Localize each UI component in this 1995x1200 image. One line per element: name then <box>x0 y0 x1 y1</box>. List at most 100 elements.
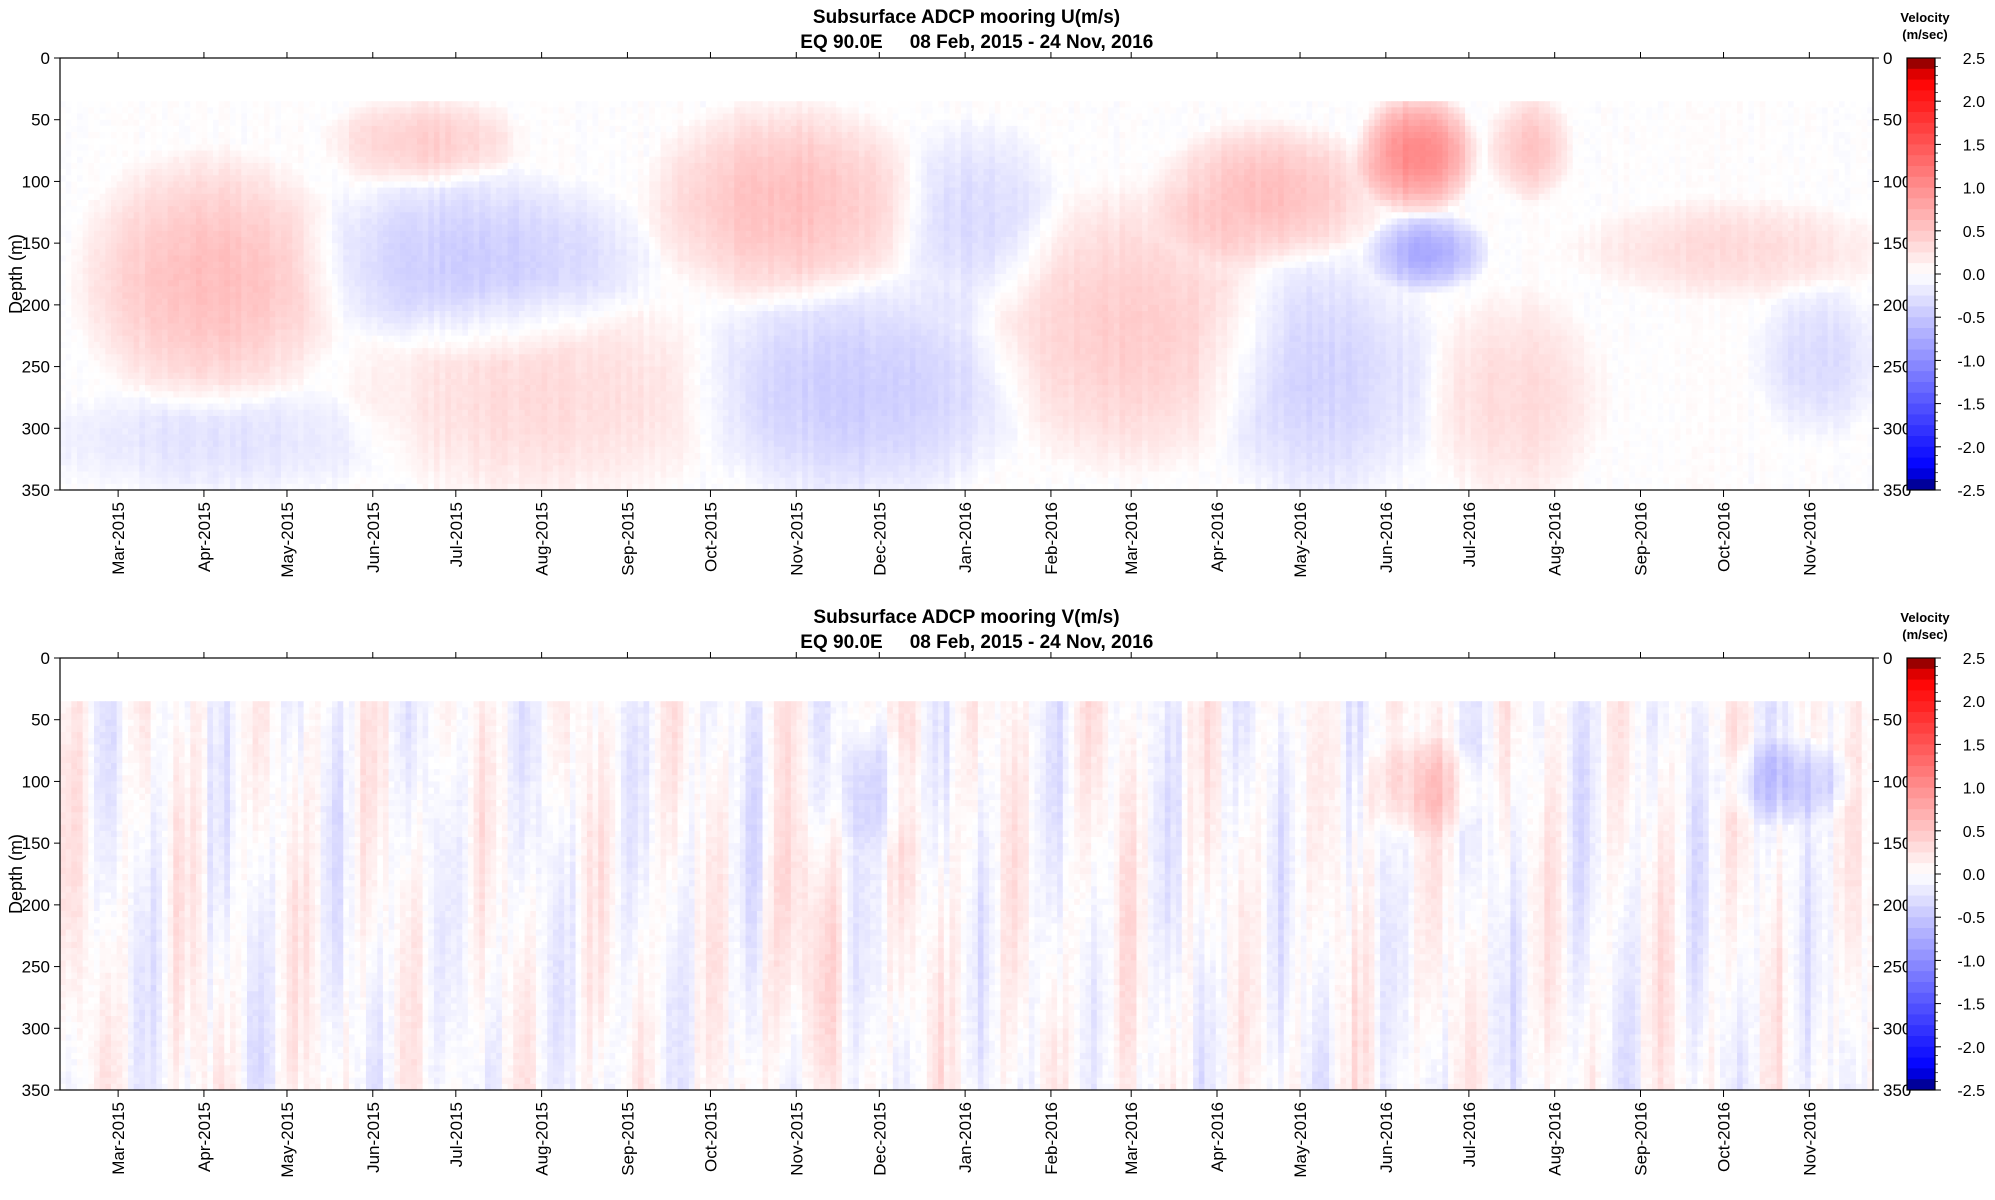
heatmap-cell <box>111 342 117 349</box>
heatmap-cell <box>122 169 128 176</box>
heatmap-cell <box>66 336 72 343</box>
heatmap-cell <box>100 225 106 232</box>
heatmap-cell <box>128 132 134 139</box>
heatmap-cell <box>105 181 111 188</box>
heatmap-cell <box>111 206 117 213</box>
heatmap-cell <box>77 114 83 121</box>
heatmap-cell <box>71 397 77 404</box>
heatmap-cell <box>111 132 117 139</box>
heatmap-cell <box>105 434 111 441</box>
heatmap-cell <box>117 404 123 411</box>
heatmap-cell <box>83 397 89 404</box>
heatmap-cell <box>94 336 100 343</box>
heatmap-cell <box>77 305 83 312</box>
heatmap-cell <box>60 330 66 337</box>
heatmap-cell <box>111 404 117 411</box>
heatmap-cell <box>83 317 89 324</box>
heatmap-cell <box>111 274 117 281</box>
heatmap-cell <box>122 218 128 225</box>
heatmap-cell <box>117 416 123 423</box>
heatmap-cell <box>77 441 83 448</box>
heatmap-cell <box>105 404 111 411</box>
heatmap-cell <box>66 249 72 256</box>
heatmap-cell <box>60 465 66 472</box>
heatmap-cell <box>66 212 72 219</box>
heatmap-cell <box>94 274 100 281</box>
heatmap-cell <box>100 342 106 349</box>
heatmap-cell <box>83 299 89 306</box>
heatmap-cell <box>77 200 83 207</box>
heatmap-cell <box>71 422 77 429</box>
heatmap-cell <box>71 478 77 485</box>
heatmap-cell <box>105 354 111 361</box>
heatmap-cell <box>122 107 128 114</box>
heatmap-cell <box>83 447 89 454</box>
heatmap-cell <box>111 212 117 219</box>
heatmap-cell <box>111 107 117 114</box>
heatmap-cell <box>111 410 117 417</box>
heatmap-cell <box>100 157 106 164</box>
heatmap-cell <box>88 120 94 127</box>
heatmap-field <box>60 101 1874 490</box>
heatmap-cell <box>66 144 72 151</box>
heatmap-cell <box>77 410 83 417</box>
heatmap-cell <box>66 453 72 460</box>
heatmap-cell <box>105 317 111 324</box>
heatmap-cell <box>128 138 134 145</box>
heatmap-cell <box>88 367 94 374</box>
heatmap-cell <box>83 286 89 293</box>
heatmap-cell <box>105 471 111 478</box>
heatmap-cell <box>77 107 83 114</box>
heatmap-cell <box>111 144 117 151</box>
adcp-figure: Subsurface ADCP mooring U(m/s)EQ 90.0E 08… <box>0 0 1995 1200</box>
heatmap-cell <box>60 144 66 151</box>
heatmap-cell <box>66 373 72 380</box>
heatmap-cell <box>105 336 111 343</box>
heatmap-cell <box>94 410 100 417</box>
heatmap-cell <box>60 354 66 361</box>
heatmap-cell <box>66 428 72 435</box>
heatmap-cell <box>94 385 100 392</box>
heatmap-cell <box>122 144 128 151</box>
heatmap-cell <box>117 305 123 312</box>
heatmap-cell <box>117 138 123 145</box>
heatmap-cell <box>105 243 111 250</box>
heatmap-cell <box>88 293 94 300</box>
heatmap-cell <box>77 175 83 182</box>
heatmap-cell <box>71 107 77 114</box>
heatmap-cell <box>117 120 123 127</box>
heatmap-cell <box>117 169 123 176</box>
heatmap-cell <box>111 243 117 250</box>
heatmap-cell <box>105 305 111 312</box>
heatmap-cell <box>117 342 123 349</box>
heatmap-cell <box>60 212 66 219</box>
heatmap-cell <box>88 478 94 485</box>
heatmap-cell <box>83 379 89 386</box>
heatmap-cell <box>60 471 66 478</box>
heatmap-cell <box>83 428 89 435</box>
heatmap-cell <box>122 175 128 182</box>
heatmap-cell <box>105 231 111 238</box>
heatmap-cell <box>100 428 106 435</box>
heatmap-cell <box>88 243 94 250</box>
heatmap-cell <box>122 416 128 423</box>
heatmap-cell <box>77 453 83 460</box>
heatmap-cell <box>111 126 117 133</box>
heatmap-cell <box>105 132 111 139</box>
heatmap-cell <box>100 144 106 151</box>
heatmap-cell <box>71 126 77 133</box>
heatmap-cell <box>60 132 66 139</box>
heatmap-cell <box>77 274 83 281</box>
heatmap-cell <box>122 305 128 312</box>
heatmap-cell <box>94 342 100 349</box>
heatmap-cell <box>100 348 106 355</box>
heatmap-cell <box>94 237 100 244</box>
heatmap-cell <box>66 157 72 164</box>
heatmap-cell <box>100 404 106 411</box>
heatmap-cell <box>105 218 111 225</box>
heatmap-cell <box>60 268 66 275</box>
heatmap-cell <box>77 397 83 404</box>
heatmap-cell <box>122 293 128 300</box>
heatmap-cell <box>77 478 83 485</box>
heatmap-cell <box>88 169 94 176</box>
